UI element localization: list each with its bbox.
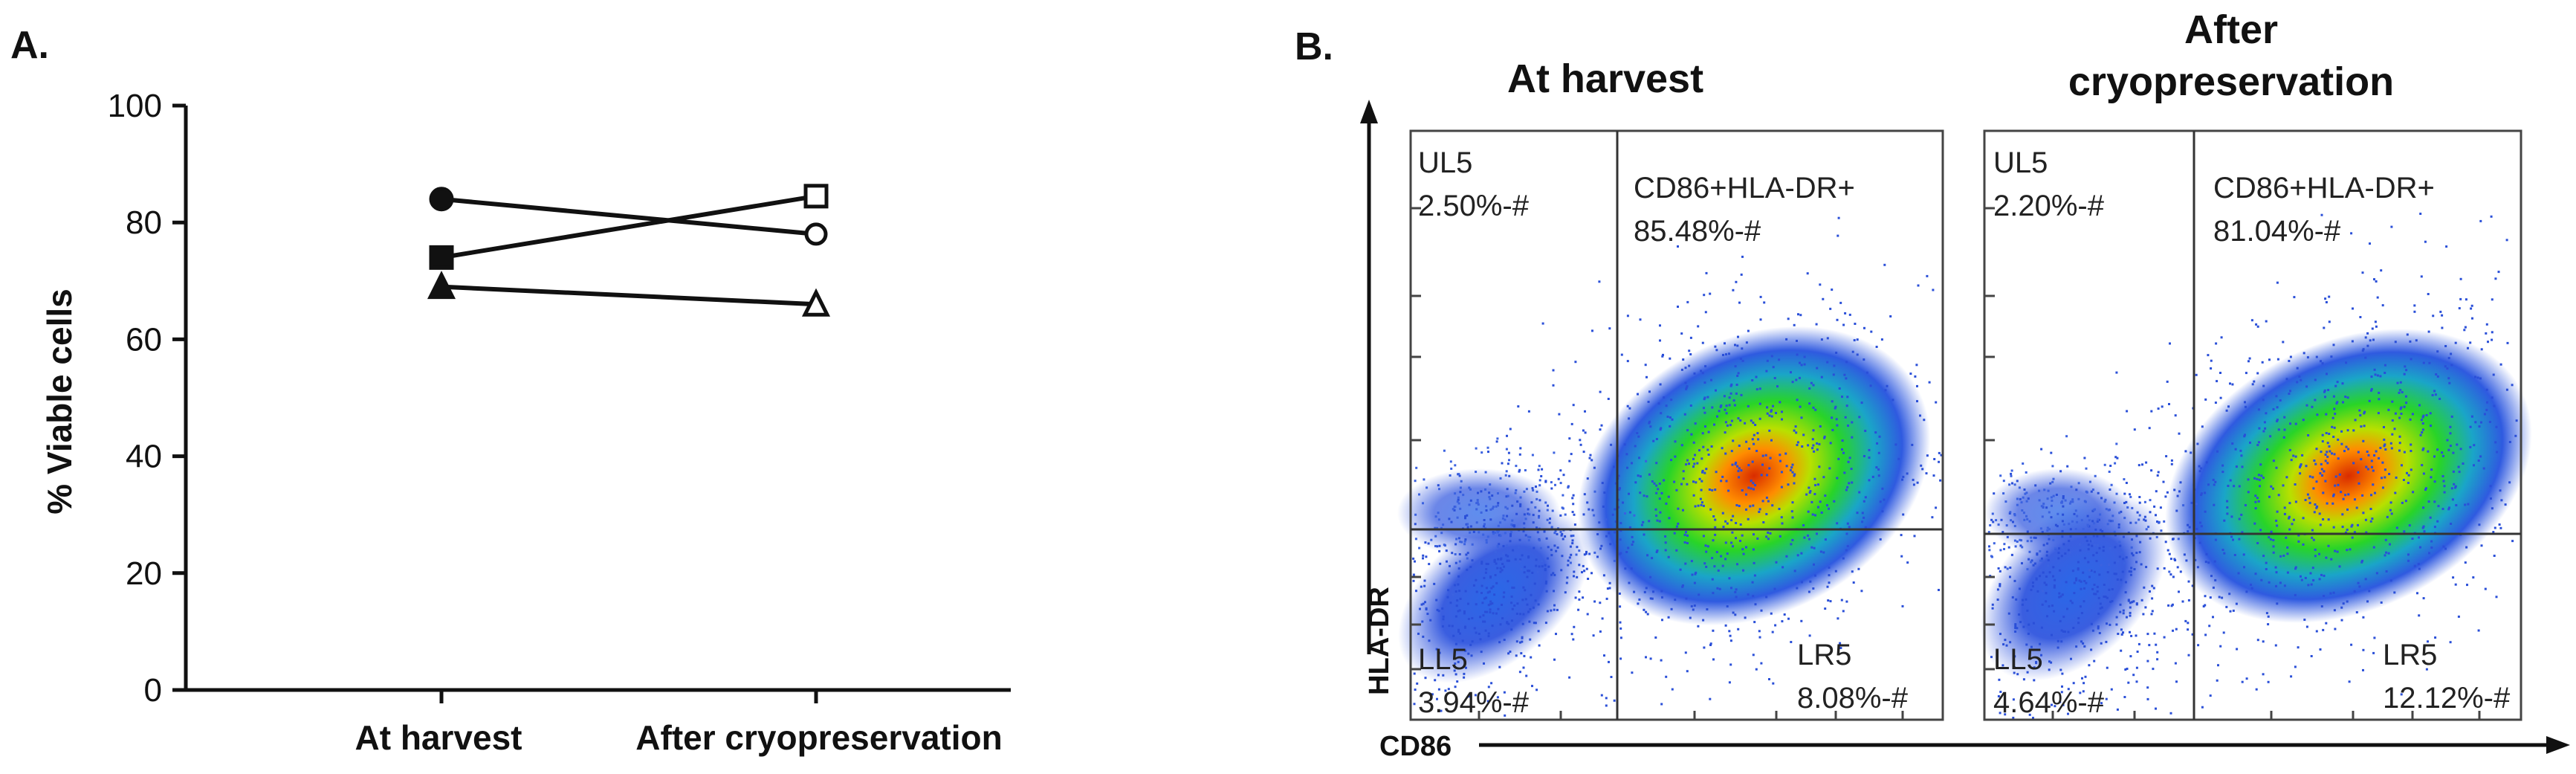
frame-ticks (1984, 207, 2481, 720)
quad-lr-value: 12.12%-# (2383, 682, 2511, 715)
frame-ticks (1411, 207, 1904, 720)
y-tick-label: 80 (126, 204, 162, 241)
event-dots (1412, 216, 1943, 717)
cd86-label: CD86 (1379, 731, 1452, 762)
quad-ll-name: LL5 (1993, 643, 2043, 676)
y-tick-label: 60 (126, 321, 162, 358)
quad-ur-name: CD86+HLA-DR+ (2213, 172, 2435, 204)
y-tick-label: 100 (108, 88, 162, 124)
quad-lr-value: 8.08%-# (1797, 682, 1909, 715)
x-category-label: At harvest (355, 718, 522, 757)
triangle-marker (427, 271, 456, 300)
quad-ll-value: 3.94%-# (1418, 686, 1530, 719)
flow-title-after-line1: After (2184, 7, 2278, 52)
flow-title-at-harvest: At harvest (1507, 57, 1703, 101)
hla-dr-label: HLA-DR (1364, 587, 1395, 695)
density-main (2165, 329, 2532, 623)
y-tick-label: 40 (126, 439, 162, 475)
flow-plot-at-harvest: At harvest UL5 2.50%-# CD86+HLA-DR+ 85.4… (1397, 57, 1944, 721)
panel-b-label: B. (1295, 25, 1333, 68)
viability-line-chart: % Viable cells 0 20 40 60 80 100 At harvest Af… (40, 88, 1011, 757)
series-1 (429, 187, 828, 246)
event-dots (1987, 213, 2518, 720)
quad-ul-value: 2.50%-# (1418, 190, 1530, 222)
cd86-arrowhead (2546, 736, 2570, 754)
flow-plot-after-cryo: After cryopreservation UL5 2.20%-# CD86+… (1980, 7, 2532, 721)
plot-frame (1983, 129, 2522, 721)
quad-lr-name: LR5 (2383, 639, 2437, 671)
circle-marker (429, 187, 454, 212)
hla-dr-arrowhead (1360, 100, 1378, 123)
quad-ul-name: UL5 (1418, 146, 1472, 179)
density-low-left (1397, 468, 1561, 558)
quad-lr-name: LR5 (1797, 639, 1851, 671)
quad-ll-name: LL5 (1418, 643, 1468, 676)
y-axis-title: % Viable cells (40, 288, 79, 514)
series-2 (429, 184, 829, 270)
y-tick-label: 0 (144, 672, 162, 709)
series-line (441, 196, 817, 236)
panel-a-label: A. (10, 24, 49, 67)
series-line (441, 193, 817, 260)
plot-frame (1409, 129, 1944, 721)
triangle-marker (801, 288, 831, 317)
square-marker (429, 245, 454, 270)
series-3 (427, 271, 831, 317)
y-tick-label: 20 (126, 555, 162, 592)
quad-ul-value: 2.20%-# (1993, 190, 2105, 222)
series-line (441, 284, 817, 307)
quad-ul-name: UL5 (1993, 146, 2048, 179)
quad-ur-name: CD86+HLA-DR+ (1634, 172, 1855, 204)
x-category-label: After cryopreservation (635, 718, 1002, 757)
quad-ur-value: 85.48%-# (1634, 215, 1761, 248)
flow-title-after-line2: cryopreservation (2068, 59, 2394, 104)
square-marker (803, 184, 829, 209)
circle-marker (804, 222, 828, 246)
quad-ur-value: 81.04%-# (2213, 215, 2341, 248)
quad-ll-value: 4.64%-# (1993, 686, 2105, 719)
